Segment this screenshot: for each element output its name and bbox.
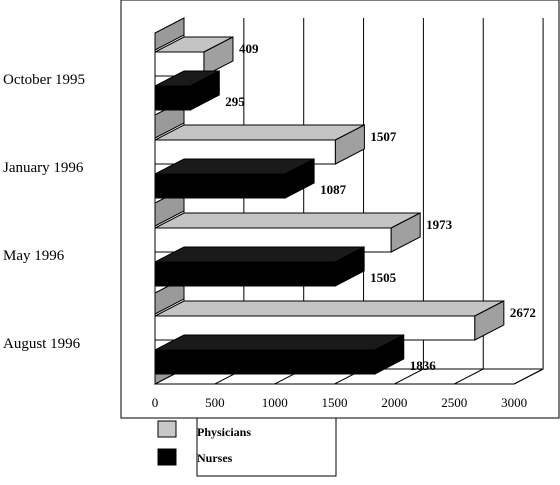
bar-nurses-end bbox=[189, 70, 220, 111]
bar-physicians-top bbox=[154, 124, 365, 141]
bar-nurses-end bbox=[334, 246, 365, 287]
x-tick-label: 1000 bbox=[262, 395, 288, 410]
value-label-physicians: 1507 bbox=[370, 129, 397, 144]
plot-frame bbox=[120, 0, 560, 419]
legend: Physicians Nurses bbox=[157, 417, 337, 477]
bars bbox=[154, 36, 505, 375]
bar-physicians-end bbox=[390, 212, 421, 253]
bar-nurses-front bbox=[154, 173, 286, 199]
value-label-nurses: 295 bbox=[225, 94, 245, 109]
value-label-physicians: 2672 bbox=[510, 305, 536, 320]
category-label: May 1996 bbox=[3, 248, 65, 264]
value-label-physicians: 1973 bbox=[426, 217, 453, 232]
bar-nurses-end bbox=[374, 334, 405, 375]
legend-swatch-nurses bbox=[157, 448, 177, 466]
x-tick-label: 500 bbox=[205, 395, 225, 410]
bar-physicians-end bbox=[203, 36, 234, 77]
bar-physicians-end bbox=[474, 300, 505, 341]
bar-nurses-front bbox=[154, 261, 336, 287]
legend-label-nurses: Nurses bbox=[197, 451, 233, 465]
floor-gridline bbox=[394, 368, 424, 385]
legend-box bbox=[196, 417, 337, 477]
category-label: October 1995 bbox=[3, 72, 85, 88]
legend-label-physicians: Physicians bbox=[197, 425, 251, 439]
bar-physicians-top bbox=[154, 300, 505, 317]
axis-wall-block bbox=[154, 17, 185, 51]
value-label-nurses: 1836 bbox=[410, 358, 437, 373]
bar-nurses-top bbox=[154, 334, 404, 351]
value-labels: 409 295 1507 1087 1973 1505 2672 1836 bbox=[225, 41, 536, 373]
legend-swatch-physicians bbox=[157, 420, 177, 438]
floor-gridline bbox=[513, 368, 544, 385]
x-tick-label: 2500 bbox=[441, 395, 467, 410]
x-tick-label: 0 bbox=[152, 395, 159, 410]
category-label: August 1996 bbox=[3, 336, 81, 352]
category-label: January 1996 bbox=[3, 160, 84, 176]
value-label-physicians: 409 bbox=[239, 41, 259, 56]
x-tick-label: 2000 bbox=[381, 395, 407, 410]
bar-physicians-top bbox=[154, 212, 421, 229]
x-tick-label: 3000 bbox=[501, 395, 527, 410]
bar-nurses-front bbox=[154, 85, 191, 111]
bar-physicians-end bbox=[334, 124, 365, 165]
category-labels: October 1995 January 1996 May 1996 August 1… bbox=[3, 72, 85, 352]
value-label-nurses: 1087 bbox=[320, 182, 347, 197]
bar-nurses-top bbox=[154, 246, 365, 263]
x-tick-labels: 0 500 1000 1500 2000 2500 3000 bbox=[152, 395, 527, 410]
bar-nurses-end bbox=[284, 158, 315, 199]
bar-nurses-front bbox=[154, 349, 376, 375]
floor-gridline bbox=[454, 368, 484, 385]
x-tick-label: 1500 bbox=[322, 395, 348, 410]
value-label-nurses: 1505 bbox=[370, 270, 397, 285]
